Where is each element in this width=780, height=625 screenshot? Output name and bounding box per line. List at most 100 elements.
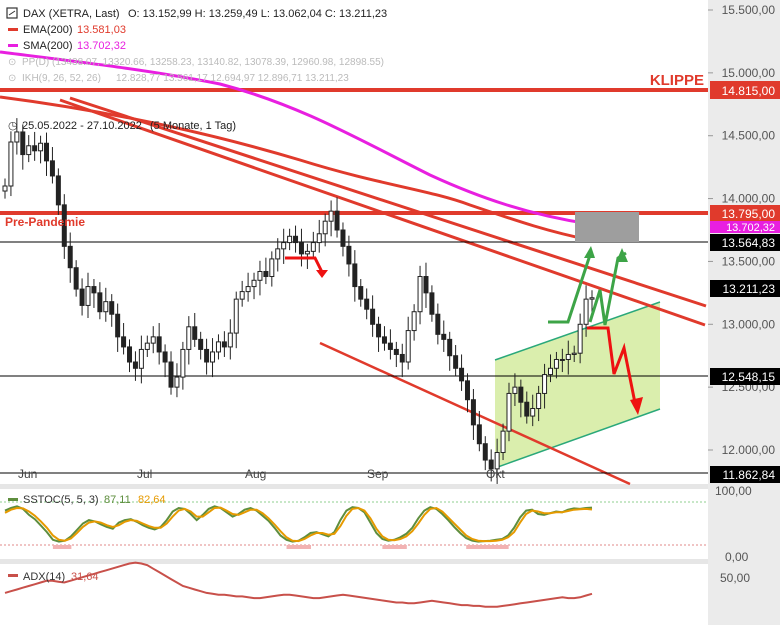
stoch-tick: 100,00	[715, 484, 752, 498]
stoch-k-value: 87,11	[104, 494, 131, 506]
candle-body	[103, 301, 109, 313]
candle-body	[144, 342, 150, 350]
stoch-oversold-fill	[52, 545, 60, 549]
ema200-line	[0, 95, 591, 242]
collapse-icon[interactable]	[6, 7, 18, 19]
stoch-label: SSTOC(5, 5, 3)	[23, 494, 99, 506]
candle-body	[79, 288, 85, 306]
candle-body	[109, 301, 115, 315]
y-tick-label: 13.000,00	[722, 317, 776, 331]
sma-label: SMA(200)	[23, 40, 73, 52]
candle-body	[263, 270, 269, 278]
ikh-value: 12.828,77 13.561,17 12.694,97 12.896,71 …	[116, 73, 349, 84]
klippe-label: KLIPPE	[650, 72, 704, 89]
candle-body	[32, 145, 38, 152]
month-label: Jul	[137, 467, 152, 481]
adx-label: ADX(14)	[23, 571, 65, 583]
candle-body	[233, 298, 239, 334]
candle-body	[198, 338, 204, 350]
candle-body	[506, 392, 512, 432]
y-tick-label: 12.000,00	[722, 443, 776, 457]
price-label-text: 13.795,00	[722, 207, 776, 221]
price-label-text: 11.862,84	[723, 468, 776, 482]
candle-body	[453, 355, 459, 369]
candle-body	[494, 452, 500, 470]
stoch-tick: 0,00	[725, 550, 749, 564]
panel-separator	[0, 484, 708, 489]
candle-body	[174, 376, 180, 388]
candle-body	[2, 185, 8, 192]
stoch-swatch	[8, 498, 18, 501]
candle-body	[20, 131, 26, 156]
candle-body	[281, 242, 287, 250]
candle-body	[269, 258, 275, 278]
candle-body	[340, 229, 346, 247]
chart-legend: DAX (XETRA, Last) O: 13.152,99 H: 13.259…	[6, 7, 387, 132]
candle-body	[364, 298, 370, 310]
price-axis: 15.500,00 15.000,00 14.500,00 14.000,00 13.5…	[708, 3, 775, 457]
instrument-title: DAX (XETRA, Last)	[23, 8, 120, 20]
candle-body	[518, 386, 524, 403]
stoch-oversold-fill	[292, 545, 299, 549]
pp-value: (13438.07, 13320.66, 13258.23, 13140.82,…	[52, 57, 384, 68]
stoch-oversold-fill	[394, 545, 401, 549]
ikh-icon: ⊙	[8, 73, 16, 84]
candle-body	[553, 358, 559, 369]
candle-body	[358, 286, 364, 300]
candle-body	[121, 336, 127, 348]
sma-swatch	[8, 44, 18, 47]
candle-body	[524, 401, 530, 417]
price-label-13564: 13.564,83	[710, 234, 780, 251]
price-label-14815: 14.815,00	[710, 81, 780, 99]
candle-body	[26, 145, 32, 156]
candle-body	[370, 308, 376, 325]
clock-icon: ◷	[8, 120, 18, 132]
stoch-d-line	[4, 506, 593, 543]
candle-body	[583, 298, 589, 325]
candle-body	[156, 336, 162, 353]
y-tick-label: 15.000,00	[722, 66, 776, 80]
candle-body	[405, 330, 411, 363]
panel-separator-2	[0, 559, 708, 564]
candle-body	[49, 160, 55, 177]
candle-body	[14, 131, 20, 143]
candle-body	[67, 245, 73, 269]
candle-body	[417, 276, 423, 313]
price-label-text: 13.211,23	[723, 282, 776, 296]
candle-body	[423, 276, 429, 294]
candle-body	[61, 204, 67, 247]
candle-body	[565, 353, 571, 360]
candle-body	[215, 341, 221, 353]
candle-body	[571, 352, 577, 355]
candle-body	[429, 292, 435, 315]
stoch-oversold-fill	[484, 545, 491, 549]
sma200-line	[0, 50, 591, 226]
candle-body	[470, 399, 476, 426]
price-axis-bg	[708, 0, 780, 625]
candle-body	[387, 342, 393, 350]
candle-body	[91, 286, 97, 294]
candle-body	[192, 326, 198, 340]
candle-body	[115, 313, 121, 338]
candle-body	[376, 323, 382, 338]
candle-body	[577, 323, 583, 354]
stoch-oversold-fill	[502, 545, 509, 549]
stoch-oversold-fill	[472, 545, 479, 549]
stoch-oversold-fill	[298, 545, 305, 549]
adx-swatch	[8, 574, 18, 577]
pp-label: PP(D)	[22, 57, 49, 68]
candle-body	[210, 351, 216, 363]
candle-body	[435, 313, 441, 335]
y-tick-label: 14.000,00	[722, 192, 776, 206]
candle-body	[132, 361, 138, 369]
candle-body	[352, 263, 358, 288]
month-label: Sep	[367, 467, 389, 481]
candle-body	[97, 292, 103, 313]
trend-channel-fill	[495, 302, 660, 468]
price-label-13702: 13.702,32	[710, 221, 780, 234]
candle-body	[168, 361, 174, 388]
candle-body	[73, 267, 79, 290]
candle-body	[381, 336, 387, 344]
stoch-oversold-fill	[478, 545, 485, 549]
candlestick-series	[2, 118, 595, 484]
